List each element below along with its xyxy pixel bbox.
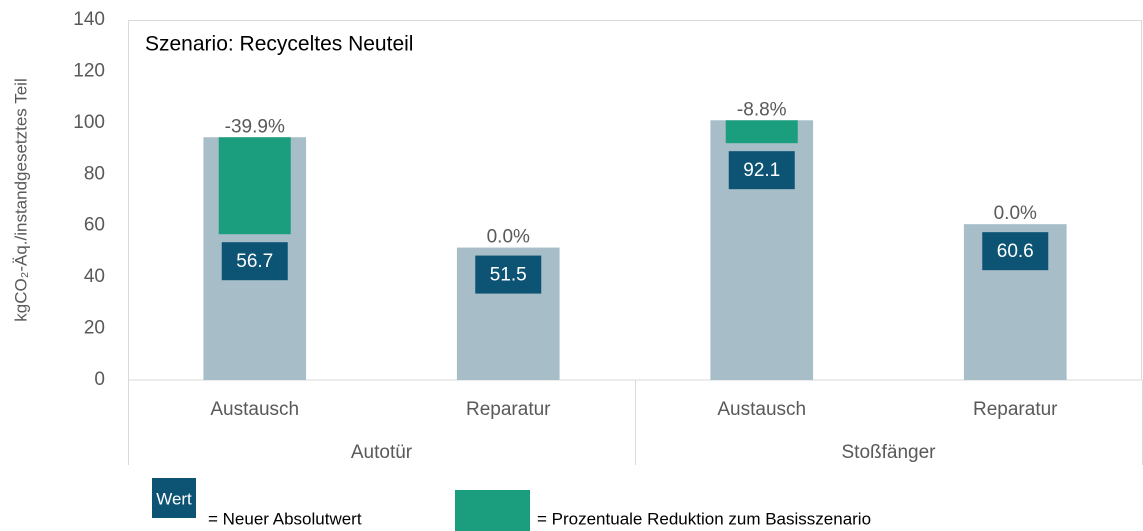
y-tick-label: 120: [73, 60, 105, 81]
y-tick-label: 40: [84, 266, 105, 287]
reduction-bar: [725, 120, 798, 144]
value-label: 92.1: [743, 160, 780, 181]
y-tick-label: 20: [84, 318, 105, 339]
value-box: [728, 151, 795, 190]
y-tick-label: 100: [73, 112, 105, 133]
change-label: -8.8%: [737, 99, 787, 120]
x-tick-label: Austausch: [717, 399, 806, 420]
legend-value-box: Wert: [156, 489, 192, 508]
legend-change-text: = Prozentuale Reduktion zum Basisszenari…: [537, 509, 871, 528]
value-label: 60.6: [997, 241, 1034, 262]
x-tick-label: Reparatur: [973, 399, 1058, 420]
legend-value-swatch: [152, 478, 196, 518]
x-tick-label: Austausch: [210, 399, 299, 420]
y-tick-label: 60: [84, 215, 105, 236]
change-label: -39.9%: [225, 116, 285, 137]
y-tick-label: 0: [94, 369, 105, 390]
legend-change-swatch: [455, 490, 530, 531]
group-label: Autotür: [351, 442, 413, 463]
value-box: [982, 232, 1049, 271]
value-label: 56.7: [236, 251, 273, 272]
value-label: 51.5: [490, 265, 527, 286]
annotation: Szenario: Recyceltes Neuteil: [145, 33, 413, 56]
value-box: [221, 242, 288, 281]
change-label: 0.0%: [487, 227, 530, 248]
value-box: [475, 255, 542, 294]
legend-value-text: = Neuer Absolutwert: [208, 509, 362, 528]
y-tick-label: 80: [84, 163, 105, 184]
y-axis-label: kgCO₂-Äq./instandgesetztes Teil: [11, 78, 30, 321]
group-label: Stoßfänger: [842, 442, 937, 463]
y-tick-label: 140: [73, 9, 105, 30]
change-label: 0.0%: [994, 203, 1037, 224]
x-tick-label: Reparatur: [466, 399, 551, 420]
reduction-bar: [218, 137, 291, 235]
